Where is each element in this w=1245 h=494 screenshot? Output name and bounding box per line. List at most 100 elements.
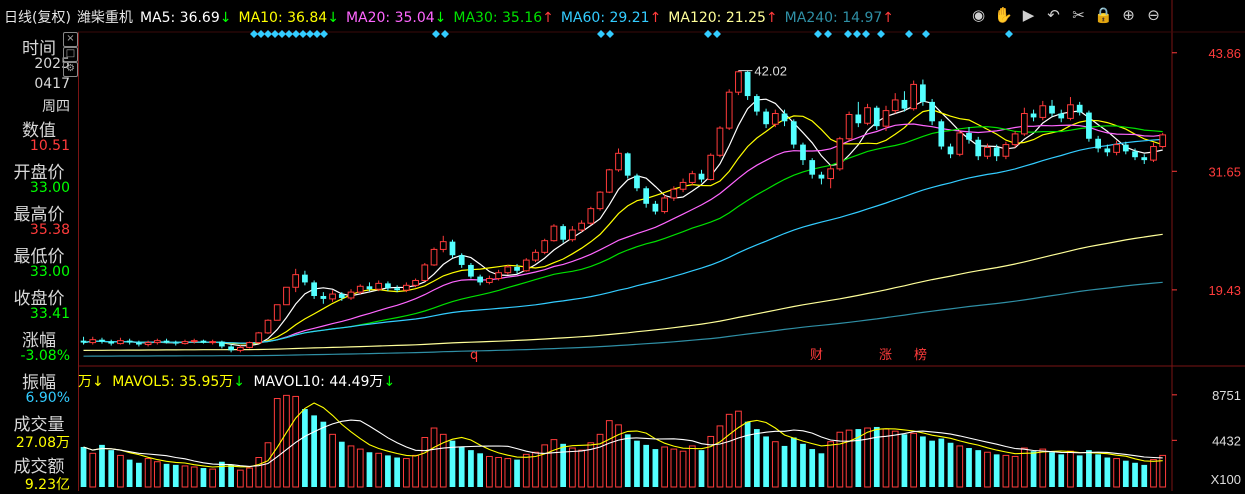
ma-line-ma20 (83, 123, 1163, 344)
volume-bar (1104, 457, 1111, 487)
legend-ma20: MA20: 35.04↓ (345, 10, 447, 26)
candle-body (504, 266, 512, 274)
candle-body (246, 342, 253, 348)
volume-tick-label: 8751 (1212, 388, 1241, 403)
candle-body (375, 282, 383, 290)
candle-body (394, 288, 400, 291)
volume-bar (1002, 454, 1010, 488)
candle-body (578, 222, 585, 231)
sidebar-settings-button[interactable]: ⚙ (63, 62, 78, 77)
mavol5-label: MAVOL5: 35.95万 (112, 374, 234, 390)
volume-bar (1132, 462, 1138, 487)
sidebar-label-4: 最低价 (13, 247, 65, 267)
volume-bar (910, 432, 918, 488)
plus-icon[interactable]: ⊕ (1122, 6, 1135, 24)
candle-body (744, 71, 751, 97)
sidebar-value-3-0: 35.38 (29, 222, 70, 238)
candle-body (172, 342, 179, 344)
undo-icon[interactable]: ↶ (1047, 6, 1060, 24)
lock-icon[interactable]: 🔒 (1094, 6, 1113, 24)
candle-body (1002, 144, 1010, 157)
candle-body (347, 291, 355, 299)
signal-diamond-icon (844, 30, 852, 38)
volume-bar (873, 426, 880, 487)
signal-diamond-icon (320, 30, 328, 38)
candle-body (495, 272, 502, 280)
candle-body (366, 286, 373, 290)
scissors-icon[interactable]: ✂ (1072, 6, 1085, 24)
volume-bar (228, 464, 234, 487)
candle-body (477, 276, 484, 283)
volume-bar (347, 445, 355, 488)
candle-body (264, 319, 272, 334)
volume-bar (1076, 455, 1083, 487)
play-icon[interactable]: ▶ (1022, 6, 1035, 24)
volume-bar (550, 439, 558, 488)
volume-bar (744, 421, 751, 487)
candle-body (1076, 104, 1083, 113)
volume-bar (735, 410, 742, 488)
candle-body (255, 332, 263, 344)
volume-bar (652, 449, 659, 487)
candle-body (403, 284, 410, 291)
candle-body (1058, 113, 1065, 119)
volume-bar (1011, 455, 1019, 488)
candle-body (449, 241, 456, 256)
sidebar-value-1-0: 10.51 (29, 138, 70, 154)
candle-body (763, 111, 769, 125)
volume-bar (136, 462, 142, 487)
volume-bar (338, 441, 345, 487)
candle-body (661, 197, 668, 213)
ma-line-ma10 (83, 109, 1163, 345)
volume-bar (329, 433, 336, 488)
eye-icon[interactable]: ◉ (971, 6, 986, 24)
volume-bar (255, 457, 263, 488)
signal-diamond-icon (853, 30, 861, 38)
candle-body (522, 259, 530, 272)
hand-icon[interactable]: ✋ (994, 6, 1013, 24)
candle-body (560, 226, 567, 240)
volume-bar (1030, 451, 1037, 487)
volume-bar (292, 395, 300, 488)
candle-body (1030, 113, 1037, 118)
volume-bar (771, 441, 779, 488)
legend-ma240: MA240: 14.97↑ (784, 10, 895, 26)
candle-body (1020, 113, 1028, 135)
candle-body (273, 304, 281, 321)
legend-arrow: ↓ (434, 10, 447, 26)
kline-chart[interactable]: 43.86 31.65 19.43 8751 4432 X100 42.02 q 财 涨 榜 (78, 0, 1245, 491)
minus-icon[interactable]: ⊖ (1147, 6, 1160, 24)
candle-body (1122, 144, 1129, 152)
sidebar-maximize-button[interactable]: □ (63, 47, 78, 62)
candle-body (688, 173, 696, 183)
volume-bar (421, 437, 429, 488)
legend-arrow: ↑ (765, 10, 778, 26)
signal-diamond-icon (271, 30, 279, 38)
candle-body (910, 83, 918, 110)
volume-bar (394, 457, 400, 487)
candle-body (771, 113, 779, 125)
volume-bar (670, 448, 678, 488)
candle-body (873, 107, 880, 127)
volume-bar (302, 409, 308, 487)
volume-bar (845, 429, 853, 488)
volume-bar (126, 459, 133, 487)
candle-body (99, 339, 105, 342)
info-sidebar: 时间 2025 0417 周四 数值 10.51 开盘价 33.00 最高价 35.38 最低价 33… (0, 32, 79, 493)
volume-bar (366, 452, 373, 487)
signal-diamond-icon (905, 30, 913, 38)
volume-bar (1039, 448, 1047, 488)
volume-bar (522, 453, 530, 488)
candle-body (209, 341, 217, 344)
volume-unit-label: X100 (1211, 472, 1241, 487)
volume-bar (569, 447, 576, 488)
candle-body (947, 146, 954, 155)
mavol-line-mavol5 (83, 402, 1163, 468)
volume-bar (1159, 454, 1167, 488)
mavol-line-mavol10 (83, 419, 1163, 467)
signal-diamond-icon (299, 30, 307, 38)
period-mode[interactable]: 日线(复权) (4, 10, 71, 26)
sidebar-close-button[interactable]: × (63, 32, 78, 47)
high-price-label: 42.02 (754, 64, 787, 79)
volume-bar (725, 413, 733, 488)
